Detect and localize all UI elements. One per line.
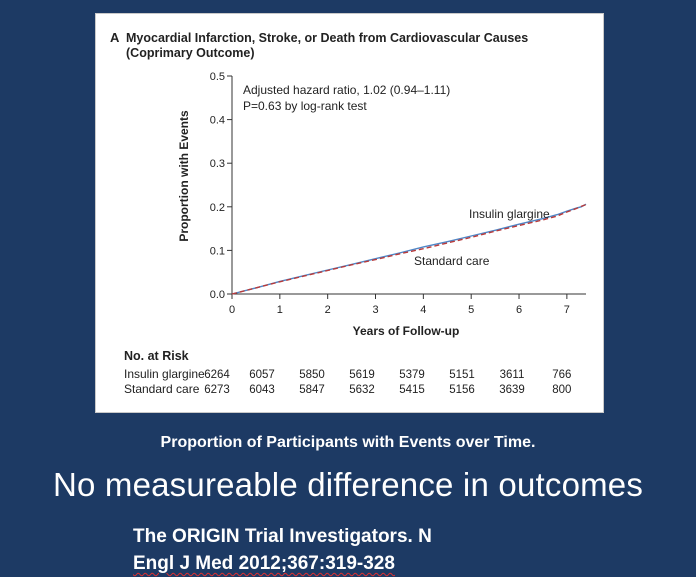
y-tick-label: 0.4 [210, 115, 225, 127]
risk-value: 5151 [449, 369, 475, 381]
citation-line-2: Engl J Med 2012;367:319-328 [133, 553, 395, 574]
risk-value: 800 [552, 384, 571, 396]
risk-value: 5379 [399, 369, 425, 381]
headline: No measureable difference in outcomes [52, 466, 644, 503]
risk-value: 5847 [299, 384, 325, 396]
risk-value: 6264 [204, 369, 230, 381]
x-tick-label: 2 [325, 304, 331, 316]
x-tick-label: 1 [277, 304, 283, 316]
risk-value: 766 [552, 369, 571, 381]
chart-subtitle: (Coprimary Outcome) [126, 46, 255, 60]
y-ticks: 0.0 0.1 0.2 0.3 0.4 0.5 [210, 71, 232, 301]
chart-title: Myocardial Infarction, Stroke, or Death … [126, 31, 528, 45]
risk-table-values: 6264 6057 5850 5619 5379 5151 3611 766 6273 6043 5… [204, 369, 571, 396]
risk-row-label-standard: Standard care [124, 382, 200, 396]
x-axis-label: Years of Follow-up [353, 324, 460, 338]
risk-value: 5415 [399, 384, 425, 396]
risk-table-title: No. at Risk [124, 349, 189, 363]
citation: The ORIGIN Trial Investigators. N Engl J… [133, 523, 432, 577]
risk-value: 5156 [449, 384, 475, 396]
y-tick-label: 0.3 [210, 158, 225, 170]
y-tick-label: 0.2 [210, 202, 225, 214]
y-tick-label: 0.5 [210, 71, 225, 83]
figure-panel: A Myocardial Infarction, Stroke, or Deat… [95, 13, 604, 413]
series-lines [231, 203, 587, 295]
panel-letter: A [110, 30, 120, 45]
axes [231, 76, 586, 295]
x-tick-label: 5 [468, 304, 474, 316]
series-label-insulin-glargine: Insulin glargine [469, 207, 550, 221]
chart: A Myocardial Infarction, Stroke, or Deat… [110, 30, 587, 396]
risk-value: 6057 [249, 369, 275, 381]
citation-line-1: The ORIGIN Trial Investigators. N [133, 526, 432, 547]
x-tick-label: 7 [564, 304, 570, 316]
y-tick-label: 0.0 [210, 289, 225, 301]
x-tick-label: 0 [229, 304, 235, 316]
series-label-standard-care: Standard care [414, 254, 490, 268]
x-tick-label: 4 [420, 304, 426, 316]
x-tick-label: 3 [372, 304, 378, 316]
y-axis-label: Proportion with Events [177, 110, 191, 242]
risk-row-label-insulin: Insulin glargine [124, 367, 205, 381]
risk-value: 3611 [500, 369, 525, 381]
figure-caption: Proportion of Participants with Events o… [160, 434, 536, 451]
x-ticks: 0 1 2 3 4 5 6 7 [229, 294, 570, 316]
series-line-standard-care [231, 203, 587, 295]
risk-value: 5619 [349, 369, 375, 381]
risk-value: 3639 [499, 384, 525, 396]
annotation-hazard-ratio: Adjusted hazard ratio, 1.02 (0.94–1.11) [243, 83, 450, 97]
risk-value: 6273 [204, 384, 230, 396]
risk-value: 5850 [299, 369, 325, 381]
risk-value: 6043 [249, 384, 275, 396]
x-tick-label: 6 [516, 304, 522, 316]
annotation-p-value: P=0.63 by log-rank test [243, 99, 367, 113]
y-tick-label: 0.1 [210, 245, 225, 257]
risk-value: 5632 [349, 384, 375, 396]
